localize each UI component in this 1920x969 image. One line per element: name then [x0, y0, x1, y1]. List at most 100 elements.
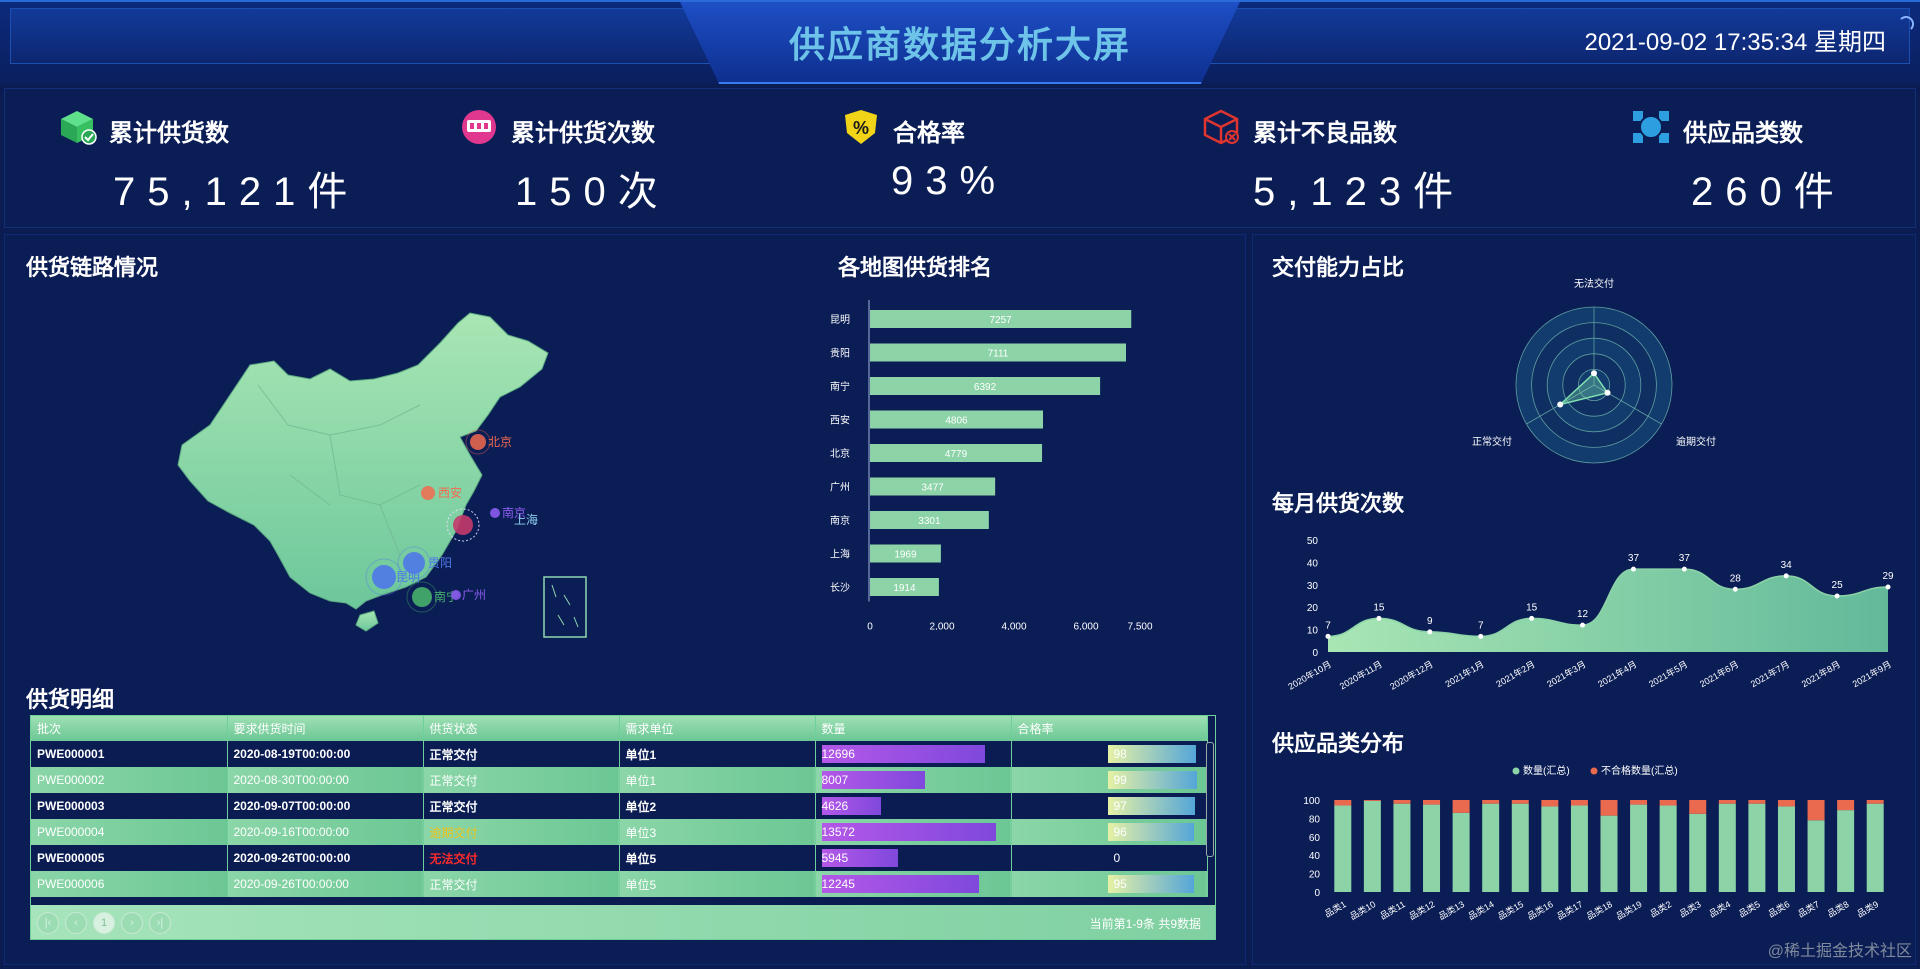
city-marker-beijing[interactable]	[465, 429, 491, 455]
city-marker-xian[interactable]	[421, 486, 435, 500]
stack-bar-segment[interactable]	[1482, 800, 1500, 804]
stack-bar-segment[interactable]	[1600, 815, 1618, 892]
table-row[interactable]: PWE000002 2020-08-30T00:00:00 正常交付 单位1 8007 9…	[31, 767, 1208, 793]
stack-x-tick: 品类8	[1825, 898, 1850, 919]
percent-shield-icon: %	[845, 110, 877, 144]
stack-bar-segment[interactable]	[1423, 800, 1441, 805]
stack-bar-segment[interactable]	[1423, 804, 1441, 892]
stack-bar-segment[interactable]	[1334, 800, 1352, 806]
ranking-bar-chart[interactable]: 昆明 7257 贵阳 7111 南宁 6392 西安 4806 北京 4779 广州 3477 南京 33…	[830, 300, 1190, 630]
stack-bar-segment[interactable]	[1718, 800, 1736, 804]
table-scrollbar[interactable]	[1206, 742, 1214, 857]
area-point[interactable]	[1834, 593, 1840, 599]
rank-bar[interactable]	[870, 377, 1101, 395]
area-point[interactable]	[1681, 566, 1687, 572]
next-page-icon[interactable]: ›	[121, 912, 143, 934]
rank-bar[interactable]	[870, 578, 939, 596]
rank-bar[interactable]	[870, 511, 989, 529]
stack-bar-segment[interactable]	[1748, 800, 1766, 804]
table-row[interactable]: PWE000001 2020-08-19T00:00:00 正常交付 单位1 12696…	[31, 741, 1208, 767]
stack-bar-segment[interactable]	[1541, 806, 1559, 892]
area-point[interactable]	[1580, 622, 1586, 628]
stack-bar-segment[interactable]	[1363, 800, 1381, 801]
city-marker-guangzhou[interactable]	[451, 590, 461, 600]
stack-bar-segment[interactable]	[1570, 805, 1588, 892]
column-header-time[interactable]: 要求供货时间	[227, 716, 424, 741]
area-point[interactable]	[1630, 566, 1636, 572]
column-header-unit[interactable]: 需求单位	[619, 716, 816, 741]
stack-bar-segment[interactable]	[1718, 803, 1736, 892]
radar-point[interactable]	[1604, 389, 1611, 396]
area-point[interactable]	[1732, 586, 1738, 592]
stack-bar-segment[interactable]	[1837, 810, 1855, 892]
stack-bar-segment[interactable]	[1659, 805, 1677, 892]
stack-bar-segment[interactable]	[1807, 800, 1825, 821]
radar-point[interactable]	[1557, 401, 1564, 408]
legend-marker[interactable]	[1590, 767, 1598, 775]
column-header-qty[interactable]: 数量	[815, 716, 1012, 741]
monthly-area-chart[interactable]: 0 10 20 30 40 50 7 15 9 7 15 12 37 37 28 34 25 29 2020年10月…	[1288, 525, 1908, 695]
qty-value: 5945	[821, 851, 849, 865]
area-point[interactable]	[1529, 615, 1535, 621]
stack-bar-segment[interactable]	[1777, 800, 1795, 807]
stack-bar-segment[interactable]	[1482, 803, 1500, 892]
prev-page-icon[interactable]: ‹	[65, 912, 87, 934]
stack-bar-segment[interactable]	[1866, 800, 1884, 804]
rank-bar[interactable]	[870, 544, 941, 563]
table-row[interactable]: PWE000004 2020-09-16T00:00:00 逾期交付 单位3 13572…	[31, 819, 1208, 845]
stack-bar-segment[interactable]	[1334, 805, 1352, 892]
radar-point[interactable]	[1591, 370, 1597, 377]
area-point[interactable]	[1325, 633, 1331, 639]
rank-bar[interactable]	[870, 310, 1132, 328]
stack-bar-segment[interactable]	[1452, 800, 1470, 813]
stack-bar-segment[interactable]	[1689, 813, 1707, 892]
table-row[interactable]: PWE000006 2020-09-26T00:00:00 正常交付 单位5 12245…	[31, 871, 1208, 897]
rank-bar[interactable]	[870, 343, 1126, 362]
stack-bar-segment[interactable]	[1777, 806, 1795, 892]
radar-area[interactable]	[1559, 372, 1609, 406]
table-row[interactable]: PWE000003 2020-09-07T00:00:00 正常交付 单位2 4626 9…	[31, 793, 1208, 819]
column-header-rate[interactable]: 合格率	[1011, 716, 1208, 741]
column-header-status[interactable]: 供货状态	[423, 716, 620, 741]
stack-bar-segment[interactable]	[1511, 803, 1529, 892]
rank-bar[interactable]	[870, 410, 1044, 429]
stack-bar-segment[interactable]	[1659, 800, 1677, 806]
area-point[interactable]	[1783, 573, 1789, 579]
page-number-button[interactable]: 1	[93, 912, 115, 934]
stack-bar-segment[interactable]	[1689, 800, 1707, 814]
city-marker-nanning[interactable]	[406, 581, 438, 613]
stack-bar-segment[interactable]	[1570, 800, 1588, 806]
first-page-icon[interactable]: |‹	[37, 912, 59, 934]
stack-bar-segment[interactable]	[1541, 800, 1559, 807]
stack-bar-segment[interactable]	[1837, 800, 1855, 811]
area-point[interactable]	[1478, 633, 1484, 639]
table-row[interactable]: PWE000005 2020-09-26T00:00:00 无法交付 单位5 5945 0	[31, 845, 1208, 871]
stack-bar-segment[interactable]	[1393, 803, 1411, 892]
city-marker-guiyang[interactable]	[397, 546, 431, 580]
column-header-batch[interactable]: 批次	[31, 716, 228, 741]
stack-bar-segment[interactable]	[1363, 800, 1381, 892]
rank-bar[interactable]	[870, 477, 996, 496]
stack-bar-segment[interactable]	[1600, 800, 1618, 816]
stack-bar-segment[interactable]	[1393, 800, 1411, 804]
stack-bar-segment[interactable]	[1807, 820, 1825, 892]
area-fill[interactable]	[1328, 569, 1888, 652]
city-marker-kunming[interactable]	[365, 558, 403, 596]
rank-bar[interactable]	[870, 444, 1043, 462]
last-page-icon[interactable]: ›|	[149, 912, 171, 934]
city-marker-hub[interactable]	[446, 508, 480, 542]
china-supply-map[interactable]: 北京 西安 南京 上海 贵阳 昆明 南宁 广州	[170, 305, 620, 645]
city-marker-nanjing[interactable]	[490, 508, 500, 518]
stack-bar-segment[interactable]	[1866, 803, 1884, 892]
stack-bar-segment[interactable]	[1511, 800, 1529, 804]
area-point[interactable]	[1427, 629, 1433, 635]
area-point[interactable]	[1885, 584, 1891, 590]
stack-bar-segment[interactable]	[1748, 803, 1766, 892]
legend-marker[interactable]	[1512, 767, 1520, 775]
stack-bar-segment[interactable]	[1630, 804, 1648, 892]
stack-bar-segment[interactable]	[1452, 812, 1470, 892]
area-point[interactable]	[1376, 615, 1382, 621]
stack-bar-segment[interactable]	[1630, 800, 1648, 805]
